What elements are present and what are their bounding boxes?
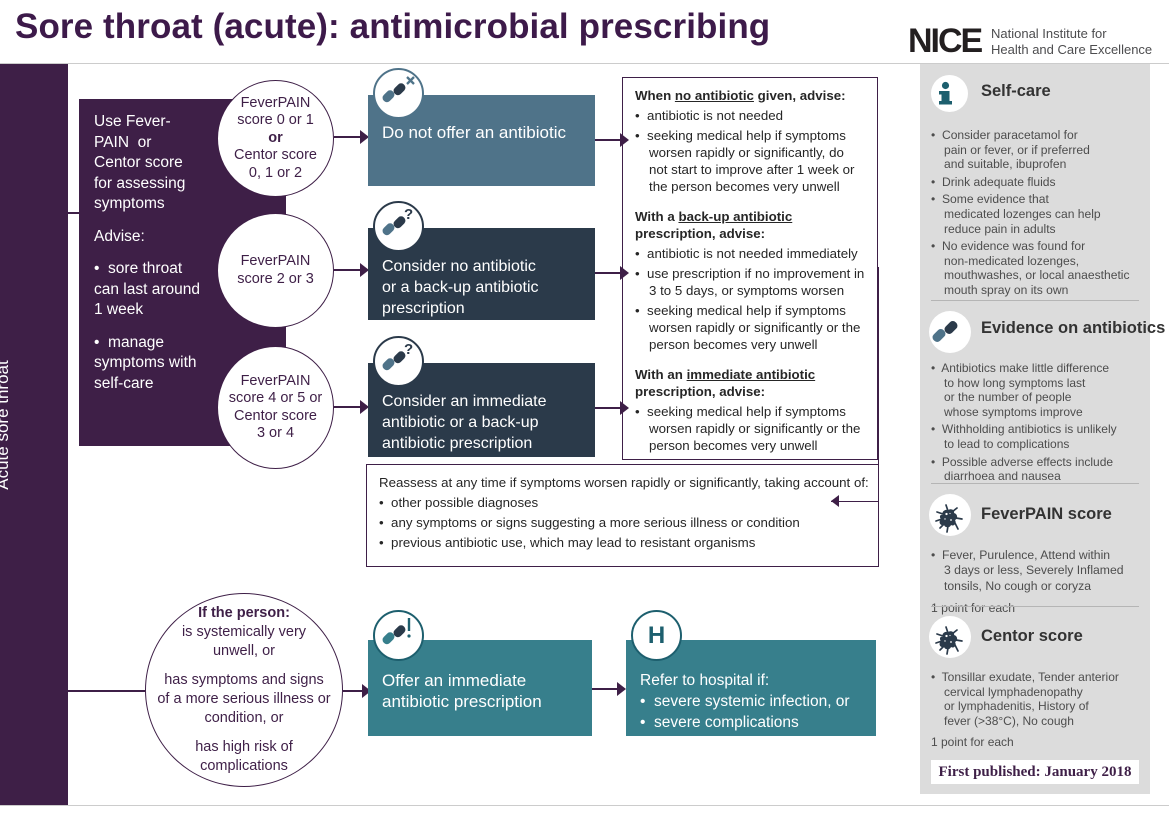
svg-text:?: ? bbox=[404, 207, 413, 223]
svg-text:?: ? bbox=[404, 342, 413, 358]
